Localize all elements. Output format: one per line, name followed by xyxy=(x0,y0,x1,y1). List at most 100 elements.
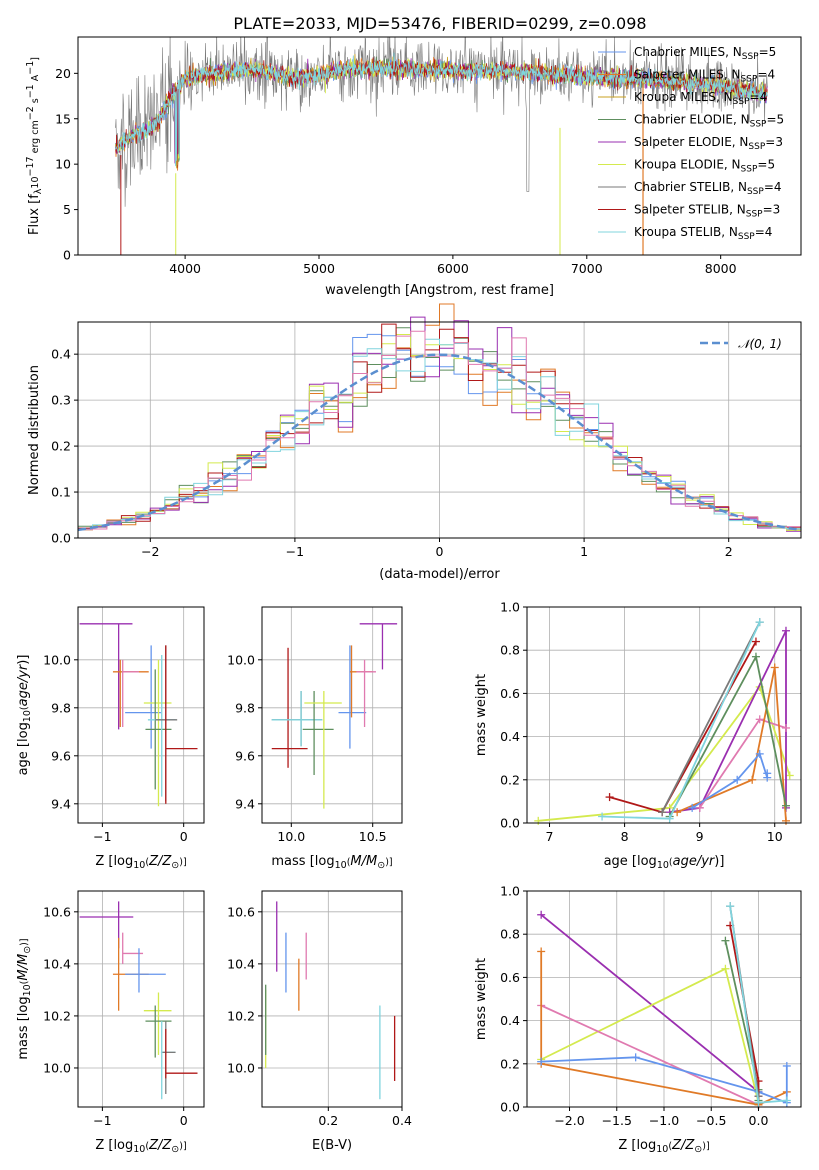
x-tick-label: −1 xyxy=(286,544,304,559)
y-tick-label: 9.8 xyxy=(51,700,71,715)
x-tick-label: 0 xyxy=(436,544,444,559)
residuals-xlabel: (data-model)/error xyxy=(379,567,500,582)
legend-label: Chabrier MILES, NSSP=5 xyxy=(634,45,776,62)
age_vs_Z-ylabel-part: ( xyxy=(19,706,30,710)
massweight_vs_Z-xlabel-part: ⊙ xyxy=(694,1144,702,1155)
axes-frame xyxy=(526,606,802,824)
massweight_vs_age-xlabel: age [log10(age/yr)] xyxy=(604,854,725,871)
x-tick-label: 2 xyxy=(725,544,733,559)
y-tick-label: 15 xyxy=(55,111,71,126)
x-tick-label: −2 xyxy=(141,544,159,559)
legend-label-sub: SSP xyxy=(750,120,767,130)
residuals-xlabel-part: (data-model)/error xyxy=(379,567,500,582)
y-tick-label: 10.6 xyxy=(43,904,71,919)
x-tick-label: 8 xyxy=(621,829,629,844)
massweight_vs_Z-ylabel-part: mass weight xyxy=(474,958,489,1040)
legend-label: Salpeter STELIB, NSSP=3 xyxy=(634,203,780,220)
y-tick-label: 9.8 xyxy=(235,700,255,715)
massweight_vs_Z-xlabel-part: Z/Z xyxy=(671,1138,695,1153)
legend-label: Kroupa MILES, NSSP=4 xyxy=(634,90,767,107)
mass_vs_EBV-xlabel-part: E(B-V) xyxy=(312,1138,352,1153)
y-tick-label: 9.6 xyxy=(235,748,255,763)
legend-label-n: =4 xyxy=(755,225,773,239)
y-tick-label: 0.6 xyxy=(500,970,520,985)
age_vs_mass-xlabel-part: mass [log xyxy=(271,854,334,869)
y-tick-label: 10.4 xyxy=(43,956,71,971)
mass_vs_Z-xlabel-part: Z/Z xyxy=(148,1138,172,1153)
mass_vs_Z-ylabel-part: ( xyxy=(19,981,30,985)
massweight_vs_Z-ylabel: mass weight xyxy=(474,958,489,1040)
y-tick-label: 10.2 xyxy=(43,1008,71,1023)
figure-title: PLATE=2033, MJD=53476, FIBERID=0299, z=0… xyxy=(233,14,646,33)
legend-label: Chabrier STELIB, NSSP=4 xyxy=(634,180,782,197)
axes-frame xyxy=(261,606,403,824)
mass_vs_EBV-xlabel: E(B-V) xyxy=(312,1138,352,1153)
massweight_vs_Z-xlabel-part: 10 xyxy=(656,1144,668,1155)
legend-label: Salpeter MILES, NSSP=4 xyxy=(634,68,775,85)
legend-label: Kroupa ELODIE, NSSP=5 xyxy=(634,158,775,175)
residuals-ylabel: Normed distribution xyxy=(27,365,42,495)
legend-label-text: Salpeter ELODIE, N xyxy=(634,135,748,149)
spectrum-ylabel-part: A xyxy=(30,74,41,84)
mass-weight-line xyxy=(540,951,788,1106)
y-tick-label: 0.4 xyxy=(500,729,520,744)
legend-label-sub: SSP xyxy=(747,187,764,197)
mass-weight-line xyxy=(609,641,757,814)
x-tick-label: 10.5 xyxy=(359,829,387,844)
y-tick-label: 0.2 xyxy=(51,439,71,454)
x-tick-label: −1 xyxy=(93,829,111,844)
y-tick-label: 10.2 xyxy=(227,1008,255,1023)
axes-frame xyxy=(77,606,205,824)
legend-label-text: Salpeter MILES, N xyxy=(634,68,741,82)
legend-label-text: Kroupa MILES, N xyxy=(634,90,733,104)
mass-weight-line xyxy=(538,684,791,822)
mass_vs_Z-xlabel-part: )] xyxy=(179,1141,186,1152)
legend-label-sub: SSP xyxy=(742,52,759,62)
residuals-ylabel-part: Normed distribution xyxy=(27,365,42,495)
age_vs_mass-xlabel-part: ⊙ xyxy=(377,860,385,871)
x-tick-label: 0 xyxy=(180,1113,188,1128)
legend-label: Chabrier ELODIE, NSSP=5 xyxy=(634,113,784,130)
legend-label-n: =4 xyxy=(757,68,775,82)
x-tick-label: 9 xyxy=(696,829,704,844)
massweight_vs_age-xlabel-part: 10 xyxy=(657,860,669,871)
legend-label-sub: SSP xyxy=(748,142,765,152)
y-tick-label: 0.8 xyxy=(500,643,520,658)
legend-label-text: Chabrier MILES, N xyxy=(634,45,742,59)
legend-label-text: Kroupa ELODIE, N xyxy=(634,158,741,172)
y-tick-label: 10.0 xyxy=(227,1060,255,1075)
x-tick-label: 5000 xyxy=(303,261,335,276)
axes-frame xyxy=(261,890,403,1108)
legend-label-sub: SSP xyxy=(746,210,763,220)
legend-label-text: Chabrier ELODIE, N xyxy=(634,113,750,127)
mass_vs_Z-xlabel: Z [log10(Z/Z⊙)] xyxy=(95,1138,186,1155)
age_vs_Z-ylabel-part: age [log xyxy=(16,722,31,775)
mass_vs_Z-panel: −1 010.010.210.410.6Z [log10(Z/Z⊙)]mass [… xyxy=(16,890,205,1155)
age_vs_Z-ylabel-part: age/yr xyxy=(16,663,31,706)
x-tick-label: −2.0 xyxy=(554,1113,584,1128)
y-tick-label: 5 xyxy=(63,202,71,217)
x-tick-label: 4000 xyxy=(169,261,201,276)
y-tick-label: 9.4 xyxy=(51,796,71,811)
y-tick-label: 1.0 xyxy=(500,884,520,899)
mass_vs_Z-xlabel-part: 10 xyxy=(133,1144,145,1155)
y-tick-label: 0.1 xyxy=(51,485,71,500)
legend-label-n: =5 xyxy=(757,158,775,172)
y-tick-label: 0.0 xyxy=(500,1100,520,1115)
residuals-panel: −2 −1 0 1 2 0.0 0.1 0.2 0.3 0.4 (data-model)/error… xyxy=(27,303,802,582)
age_vs_Z-xlabel-part: ⊙ xyxy=(171,860,179,871)
massweight_vs_age-xlabel-part: )] xyxy=(714,854,724,869)
y-tick-label: 0 xyxy=(63,248,71,263)
age_vs_Z-xlabel-part: Z [log xyxy=(95,854,133,869)
legend-label: 𝒩(0, 1) xyxy=(738,337,782,351)
x-tick-label: 0 xyxy=(180,829,188,844)
age_vs_mass-xlabel: mass [log10(M/M⊙)] xyxy=(271,854,392,871)
age_vs_Z-xlabel-part: Z/Z xyxy=(148,854,172,869)
massweight_vs_Z-xlabel-part: Z [log xyxy=(618,1138,656,1153)
y-tick-label: 10.6 xyxy=(227,904,255,919)
spectrum-xlabel-part: wavelength [Angstrom, rest frame] xyxy=(325,283,554,298)
axes-frame xyxy=(77,36,802,256)
mass_vs_Z-ylabel-part: mass [log xyxy=(16,996,31,1059)
age_vs_Z-xlabel: Z [log10(Z/Z⊙)] xyxy=(95,854,186,871)
